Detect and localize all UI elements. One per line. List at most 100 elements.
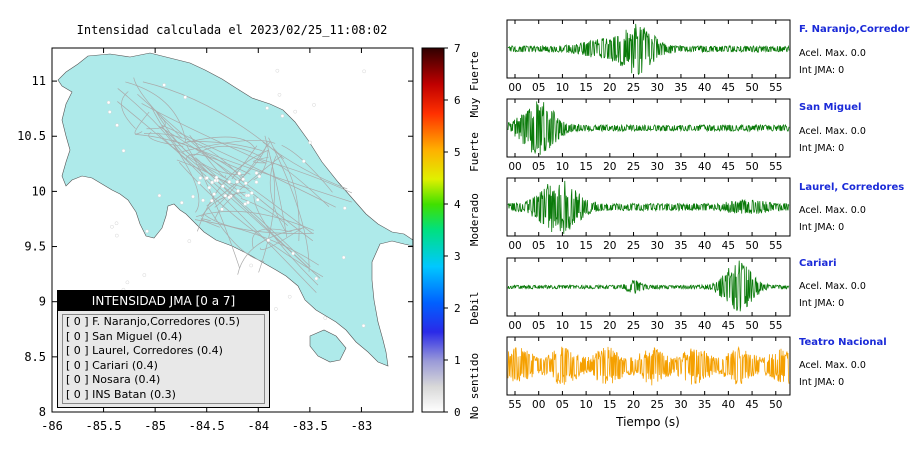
time-tick-label: 45	[745, 399, 758, 411]
station-accel: Acel. Max. 0.0	[799, 48, 866, 59]
colorbar-tick-label: 2	[454, 302, 461, 315]
city-marker	[266, 238, 271, 243]
city-marker	[280, 114, 285, 118]
road	[194, 219, 319, 266]
time-tick-label: 30	[651, 240, 664, 252]
road	[201, 191, 246, 217]
city-marker	[275, 68, 280, 73]
legend-item: [ 0 ] Nosara (0.4)	[66, 373, 161, 386]
station-jma: Int JMA: 0	[799, 377, 845, 388]
road	[240, 197, 288, 226]
time-tick-label: 35	[674, 161, 687, 173]
time-tick-label: 15	[579, 320, 592, 332]
time-tick-label: 25	[627, 82, 640, 94]
seismogram-trace	[507, 345, 790, 386]
city-marker	[157, 193, 162, 198]
y-tick-label: 8.5	[24, 350, 46, 364]
colorbar-tick-label: 6	[454, 94, 461, 107]
time-tick-label: 35	[674, 82, 687, 94]
road	[137, 93, 314, 242]
time-tick-label: 55	[769, 161, 782, 173]
map-x-axis: -86 -85.5 -85 -84.5 -84 -83.5 -83	[41, 48, 372, 433]
city-marker	[254, 180, 259, 184]
city-marker	[210, 180, 214, 185]
time-tick-label: 50	[745, 161, 758, 173]
city-marker	[106, 100, 111, 105]
city-marker	[342, 206, 347, 210]
time-tick-label: 40	[698, 82, 711, 94]
station-accel: Acel. Max. 0.0	[799, 281, 866, 292]
time-tick-label: 55	[769, 320, 782, 332]
city-marker	[213, 178, 218, 183]
city-marker	[142, 273, 147, 277]
y-tick-label: 9.5	[24, 240, 46, 254]
time-tick-label: 20	[603, 82, 616, 94]
city-marker	[107, 110, 112, 114]
road	[142, 81, 285, 160]
colorbar-category-label: Fuerte	[468, 132, 481, 172]
time-tick-label: 35	[674, 320, 687, 332]
time-tick-label: 15	[603, 399, 616, 411]
city-marker	[293, 109, 297, 114]
colorbar-category-label: Debil	[468, 291, 481, 324]
map-frame	[51, 47, 414, 413]
time-tick-label: 05	[556, 399, 569, 411]
seismogram-panel: 55 00 05 10 15 20 25 30 35 40 45 50	[506, 336, 791, 411]
time-tick-label: 25	[627, 240, 640, 252]
colorbar-category-label: Moderado	[468, 193, 481, 246]
road	[117, 88, 181, 155]
seismogram-panel: 00 05 10 15 20 25 30 35 40 45 50 55	[506, 177, 791, 252]
legend-item: [ 0 ] Laurel, Corredores (0.4)	[66, 344, 223, 357]
station-accel: Acel. Max. 0.0	[799, 126, 866, 137]
legend-item: [ 0 ] INS Batan (0.3)	[66, 387, 176, 401]
time-tick-label: 30	[674, 399, 687, 411]
city-marker	[312, 103, 316, 107]
city-marker	[241, 177, 246, 182]
road	[269, 155, 287, 233]
city-marker	[227, 195, 231, 200]
time-tick-label: 15	[579, 240, 592, 252]
city-marker	[187, 239, 192, 243]
seismogram-panels: 00 05 10 15 20 25 30 35 40 45 50 55 00 05 10 15 20 25 30 35…	[506, 19, 791, 411]
road	[178, 161, 324, 278]
city-marker	[246, 193, 251, 198]
time-tick-label: 50	[745, 240, 758, 252]
road	[186, 144, 240, 269]
city-marker	[179, 200, 184, 205]
road	[125, 81, 187, 144]
road	[195, 157, 243, 198]
time-tick-label: 45	[722, 161, 735, 173]
time-tick-label: 10	[556, 240, 569, 252]
city-marker	[287, 294, 292, 299]
city-marker	[243, 181, 248, 186]
road	[155, 109, 245, 175]
road	[268, 137, 310, 272]
road	[253, 156, 269, 164]
time-tick-label: 10	[556, 320, 569, 332]
road	[200, 218, 220, 228]
legend-list: [ 0 ] F. Naranjo,Corredores (0.5) [ 0 ] …	[62, 314, 265, 404]
city-marker	[291, 251, 295, 256]
city-marker	[314, 276, 319, 281]
colorbar-category-labels: No sentido Debil Moderado Fuerte Muy Fuerte	[468, 51, 481, 419]
legend-item: [ 0 ] Cariari (0.4)	[66, 358, 158, 372]
city-marker	[243, 202, 247, 206]
road-network	[117, 77, 353, 293]
station-name: Teatro Nacional	[799, 337, 887, 348]
city-marker	[257, 174, 262, 179]
city-marker	[212, 192, 216, 196]
colorbar-tick-label: 1	[454, 354, 461, 367]
time-tick-label: 15	[579, 161, 592, 173]
map-title: Intensidad calculada el 2023/02/25_11:08…	[77, 23, 388, 37]
road	[237, 227, 303, 275]
road	[264, 135, 288, 238]
station-accel: Acel. Max. 0.0	[799, 360, 866, 371]
city-marker	[162, 83, 166, 87]
seismogram-panel: 00 05 10 15 20 25 30 35 40 45 50 55	[506, 19, 791, 94]
colorbar-category-label: Muy Fuerte	[468, 51, 481, 117]
city-marker	[227, 180, 232, 184]
city-marker	[255, 198, 260, 202]
time-axis-label: Tiempo (s)	[615, 415, 680, 429]
y-tick-label: 11	[32, 74, 46, 88]
map-y-axis: 11 10.5 10 9.5 9 8.5 8	[17, 74, 413, 419]
